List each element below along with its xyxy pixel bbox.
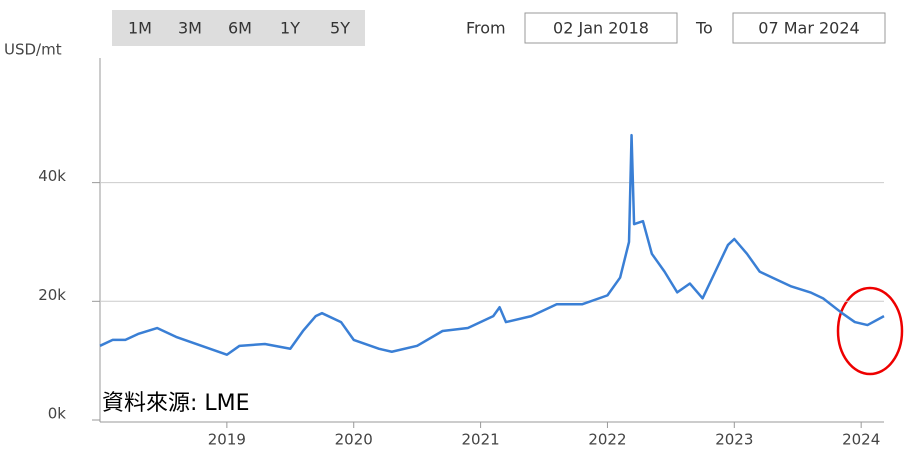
price-line (99, 133, 885, 356)
range-button[interactable]: 5Y (330, 19, 350, 38)
y-tick-label: 0k (48, 405, 67, 423)
source-note: 資料來源: LME (102, 391, 250, 416)
range-button[interactable]: 1Y (280, 19, 300, 38)
y-tick-label: 20k (38, 286, 66, 304)
from-box[interactable] (524, 12, 678, 44)
x-tick-label: 2023 (715, 431, 753, 449)
highlight-circle (836, 286, 904, 376)
to-label: To (695, 19, 713, 38)
range-button[interactable]: 1M (128, 19, 152, 38)
to-box[interactable] (732, 12, 886, 44)
y-axis-label: USD/mt (4, 41, 62, 59)
x-tick-label: 2019 (208, 431, 246, 449)
range-button[interactable]: 3M (178, 19, 202, 38)
range-button[interactable]: 6M (228, 19, 252, 38)
x-tick-label: 2022 (588, 431, 626, 449)
x-tick-label: 2020 (335, 431, 373, 449)
x-tick-label: 2021 (461, 431, 499, 449)
to-date[interactable]: 07 Mar 2024 (758, 19, 859, 38)
from-label: From (466, 19, 506, 38)
range-bar (112, 10, 365, 46)
x-tick-label: 2024 (842, 431, 880, 449)
y-tick-label: 40k (38, 167, 66, 185)
from-date[interactable]: 02 Jan 2018 (553, 19, 649, 38)
